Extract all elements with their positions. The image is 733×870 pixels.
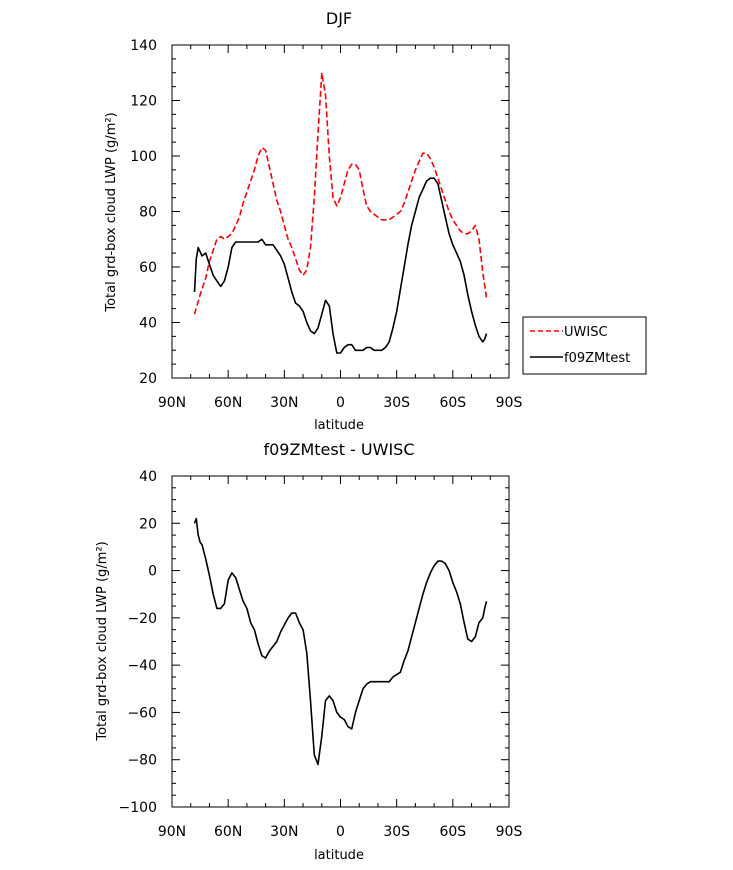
top-chart-plot-frame bbox=[171, 44, 510, 379]
legend-uwisc-label: UWISC bbox=[564, 325, 608, 340]
top-y-tick-label: 40 bbox=[139, 316, 157, 332]
top-y-tick-label: 80 bbox=[139, 205, 157, 221]
bottom-x-tick-label: 60S bbox=[439, 824, 466, 840]
top-x-tick-label: 90N bbox=[158, 395, 186, 411]
bottom-y-tick-label: 0 bbox=[148, 564, 157, 580]
bottom-series-f09zmtest-uwisc bbox=[193, 517, 488, 766]
top-chart-x-tick-labels: 90N 60N 30N 0 30S 60S 90S bbox=[158, 395, 523, 411]
bottom-y-tick-label: 40 bbox=[139, 469, 157, 485]
legend: UWISC f09ZMtest bbox=[522, 316, 647, 375]
bottom-y-tick-label: −40 bbox=[127, 658, 157, 674]
bottom-y-tick-label: −20 bbox=[127, 611, 157, 627]
bottom-chart-y-axis-label: Total grd-box cloud LWP (g/m²) bbox=[95, 541, 110, 741]
top-chart-ticks bbox=[171, 44, 510, 379]
bottom-chart-x-axis-label: latitude bbox=[314, 848, 364, 863]
top-series-f09zmtest bbox=[193, 177, 488, 354]
bottom-x-tick-label: 30S bbox=[383, 824, 410, 840]
bottom-chart-title: f09ZMtest - UWISC bbox=[263, 440, 414, 459]
bottom-chart-ticks bbox=[171, 475, 510, 808]
bottom-x-tick-label: 30N bbox=[270, 824, 298, 840]
top-x-tick-label: 90S bbox=[496, 395, 523, 411]
bottom-y-tick-label: 20 bbox=[139, 516, 157, 532]
legend-box bbox=[522, 316, 647, 375]
top-y-tick-label: 60 bbox=[139, 260, 157, 276]
bottom-chart-series bbox=[193, 517, 488, 766]
top-x-tick-label: 60N bbox=[214, 395, 242, 411]
top-chart-title: DJF bbox=[326, 9, 352, 28]
top-chart-series bbox=[193, 72, 488, 354]
bottom-x-tick-label: 60N bbox=[214, 824, 242, 840]
top-y-tick-label: 140 bbox=[130, 38, 157, 54]
legend-f09zmtest-label: f09ZMtest bbox=[564, 351, 630, 366]
bottom-x-tick-label: 90N bbox=[158, 824, 186, 840]
top-chart-x-axis-label: latitude bbox=[314, 418, 364, 433]
bottom-chart-y-tick-labels: −100 −80 −60 −40 −20 0 20 40 bbox=[119, 469, 157, 816]
top-y-tick-label: 100 bbox=[130, 149, 157, 165]
bottom-y-tick-label: −80 bbox=[127, 753, 157, 769]
top-series-uwisc bbox=[193, 72, 488, 315]
bottom-y-tick-label: −60 bbox=[127, 705, 157, 721]
top-chart-y-axis-label: Total grd-box cloud LWP (g/m²) bbox=[104, 112, 119, 312]
bottom-x-tick-label: 0 bbox=[336, 824, 345, 840]
bottom-y-tick-label: −100 bbox=[119, 800, 157, 816]
bottom-x-tick-label: 90S bbox=[496, 824, 523, 840]
top-x-tick-label: 60S bbox=[439, 395, 466, 411]
top-x-tick-label: 30S bbox=[383, 395, 410, 411]
bottom-chart: f09ZMtest - UWISC 90N 60N 30N 0 30S 60S 90S −1… bbox=[95, 440, 522, 863]
bottom-chart-plot-frame bbox=[171, 475, 510, 808]
top-chart: DJF 90N 60N 30N 0 30S 60S 90S 20 40 60 80 100 120 14… bbox=[104, 9, 647, 433]
bottom-chart-x-tick-labels: 90N 60N 30N 0 30S 60S 90S bbox=[158, 824, 523, 840]
top-y-tick-label: 20 bbox=[139, 371, 157, 387]
top-x-tick-label: 30N bbox=[270, 395, 298, 411]
top-chart-y-tick-labels: 20 40 60 80 100 120 140 bbox=[130, 38, 157, 387]
top-x-tick-label: 0 bbox=[336, 395, 345, 411]
top-y-tick-label: 120 bbox=[130, 94, 157, 110]
